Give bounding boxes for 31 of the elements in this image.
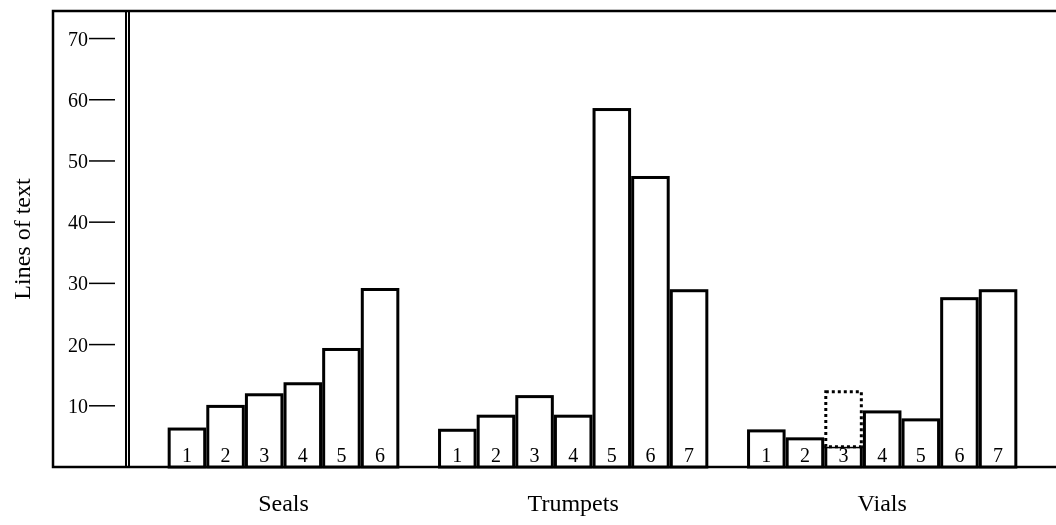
text: Vials [857,490,907,516]
y-tick-label: 70 [68,27,88,50]
x-tick-label: 1 [452,444,463,466]
x-tick-label: 3 [259,444,270,466]
y-tick-label: 40 [68,211,88,234]
x-tick-label: 7 [993,444,1004,466]
x-tick-label: 3 [529,444,540,466]
x-tick-label: 6 [954,444,965,466]
x-tick-label: 3 [838,444,849,466]
x-tick-label: 6 [375,444,386,466]
x-tick-label: 4 [297,444,308,466]
x-tick-label: 5 [336,444,347,466]
y-tick-label: 10 [68,394,88,417]
x-tick-label: 4 [568,444,579,466]
y-tick-label: 50 [68,149,88,172]
x-tick-label: 5 [915,444,926,466]
x-tick-label: 1 [761,444,772,466]
y-tick-label: 20 [68,333,88,356]
y-tick-label: 30 [68,272,88,295]
x-tick-label: 4 [877,444,888,466]
x-tick-label: 7 [684,444,695,466]
text: Trumpets [527,490,619,516]
x-tick-label: 1 [181,444,192,466]
x-tick-label: 2 [490,444,501,466]
y-tick-label: 60 [68,88,88,111]
x-tick-label: 6 [645,444,656,466]
x-tick-label: 2 [220,444,231,466]
x-tick-label: 5 [606,444,617,466]
y-axis-title: Lines of text [9,178,35,300]
text: Seals [258,490,309,516]
x-tick-label: 2 [799,444,810,466]
